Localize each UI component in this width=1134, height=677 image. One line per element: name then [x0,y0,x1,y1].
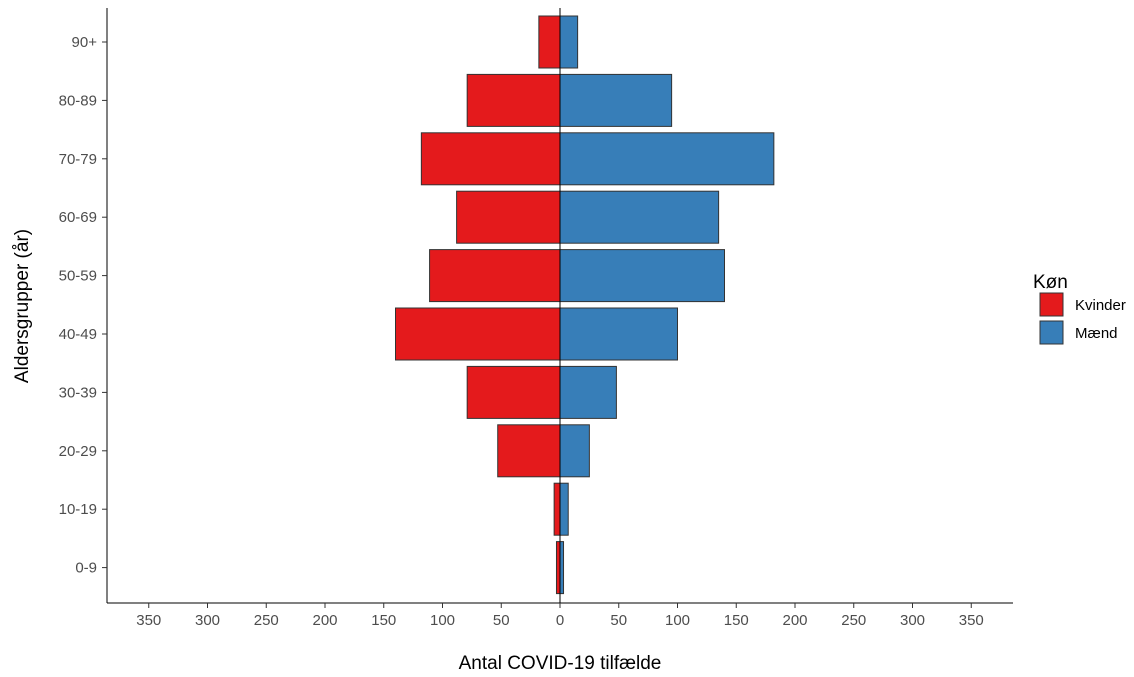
x-tick-label: 100 [665,612,690,629]
bar-mænd-90- [559,15,579,69]
x-tick-label: 200 [312,612,337,629]
bar-mænd-30-39 [559,365,617,419]
x-tick-label: 100 [430,612,455,629]
y-tick-label: 40-49 [59,326,97,343]
legend-swatch-mænd [1039,320,1064,345]
legend-label-mænd: Mænd [1075,325,1118,342]
bar-kvinder-90- [538,15,561,69]
x-axis-title: Antal COVID-19 tilfælde [459,653,662,674]
bar-kvinder-70-79 [420,132,561,186]
x-tick-label: 150 [371,612,396,629]
y-tick-label: 30-39 [59,384,97,401]
y-tick-label: 90+ [72,34,98,51]
x-tick-label: 50 [610,612,627,629]
y-axis-title: Aldersgrupper (år) [12,229,33,383]
x-tick-label: 0 [556,612,564,629]
bars-layer [395,15,775,595]
bar-mænd-10-19 [559,482,569,536]
x-tick-label: 200 [782,612,807,629]
x-tick-label: 250 [841,612,866,629]
x-tick-label: 350 [136,612,161,629]
bar-kvinder-0-9 [555,541,561,595]
x-tick-label: 350 [959,612,984,629]
legend-label-kvinder: Kvinder [1075,297,1126,314]
legend-items: Kvinder Mænd [1039,292,1126,345]
y-tick-label: 10-19 [59,501,97,518]
x-tick-label: 300 [195,612,220,629]
y-tick-label: 50-59 [59,268,97,285]
bar-mænd-40-49 [559,307,678,361]
bar-mænd-50-59 [559,249,725,303]
bar-kvinder-30-39 [466,365,561,419]
bar-kvinder-60-69 [456,190,561,244]
bar-kvinder-80-89 [466,73,561,127]
bar-mænd-70-79 [559,132,775,186]
y-tick-label: 80-89 [59,92,97,109]
bar-mænd-20-29 [559,424,590,478]
bar-kvinder-10-19 [553,482,561,536]
bar-mænd-0-9 [559,541,565,595]
bar-kvinder-40-49 [395,307,561,361]
x-tick-label: 300 [900,612,925,629]
legend-title: Køn [1033,272,1068,293]
x-tick-label: 250 [254,612,279,629]
x-tick-label: 50 [493,612,510,629]
x-tick-label: 150 [724,612,749,629]
bar-mænd-60-69 [559,190,720,244]
legend: Køn Kvinder Mænd [1033,272,1126,345]
y-tick-label: 20-29 [59,443,97,460]
legend-swatch-kvinder [1039,292,1064,317]
bar-kvinder-20-29 [497,424,561,478]
y-tick-label: 0-9 [75,560,97,577]
ticks-layer: 0-9 10-19 20-29 30-39 40-49 50-59 60-69 70-79 80… [59,34,984,629]
bar-mænd-80-89 [559,73,673,127]
bar-kvinder-50-59 [429,249,561,303]
y-tick-label: 60-69 [59,209,97,226]
y-tick-label: 70-79 [59,151,97,168]
